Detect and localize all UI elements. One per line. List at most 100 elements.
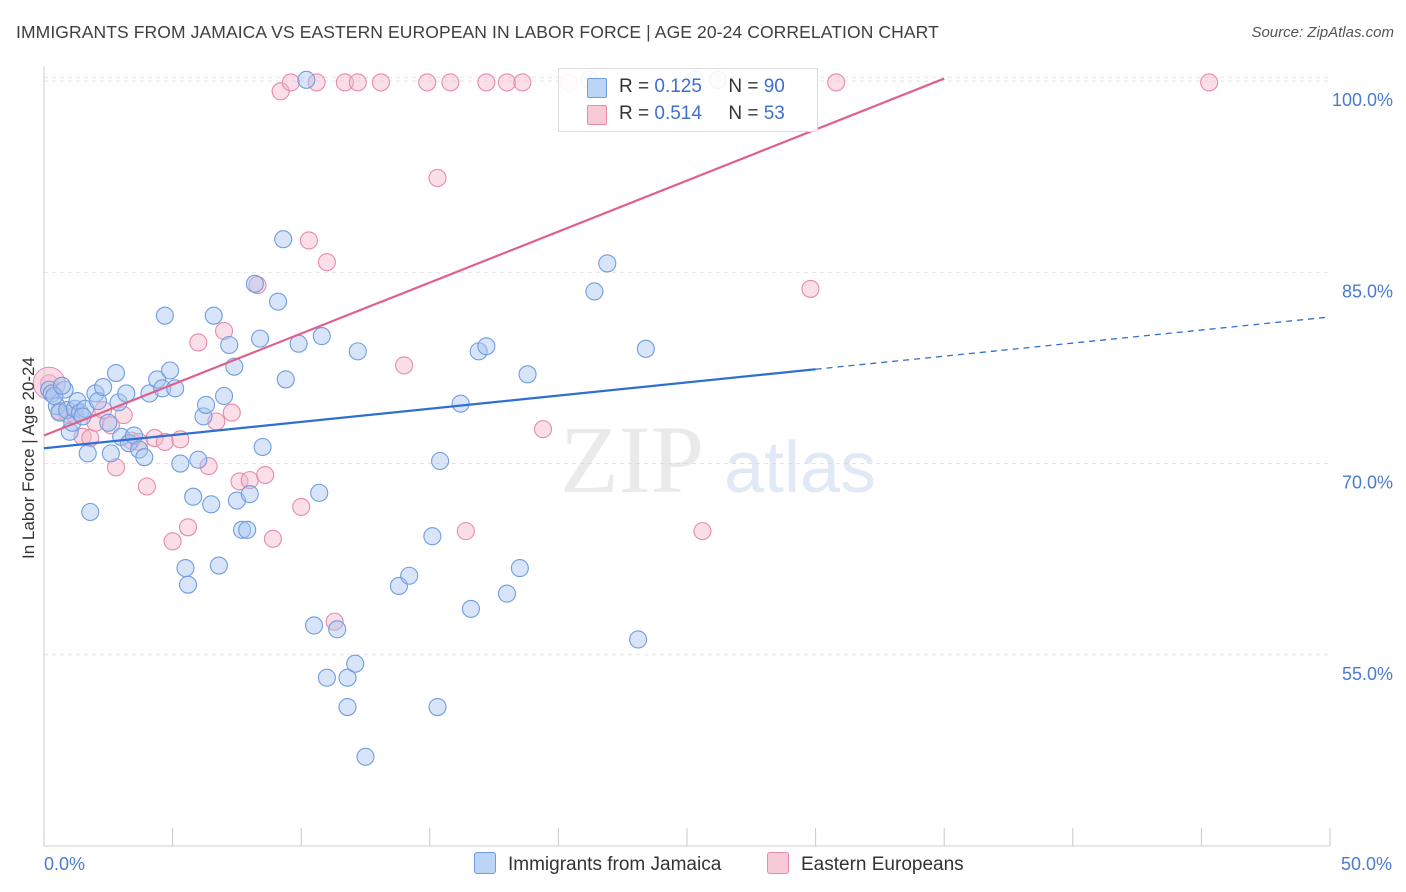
point-jamaica	[310, 483, 329, 502]
point-jamaica	[585, 282, 604, 301]
point-jamaica	[276, 370, 295, 389]
point-jamaica	[101, 444, 120, 463]
point-eastern-europeans	[1200, 73, 1219, 92]
point-eastern-europeans	[178, 518, 198, 537]
point-eastern-europeans	[155, 432, 174, 451]
watermark-atlas: atlas	[724, 428, 876, 508]
point-eastern-europeans	[441, 73, 460, 92]
point-jamaica	[135, 448, 154, 467]
point-jamaica	[81, 502, 100, 522]
point-eastern-europeans	[317, 253, 336, 272]
bottom-legend-label-eastern: Eastern Europeans	[801, 854, 964, 875]
point-eastern-europeans	[292, 497, 311, 516]
x-tick-label-min: 0.0%	[44, 854, 85, 874]
point-eastern-europeans	[477, 73, 496, 92]
point-eastern-europeans	[395, 356, 414, 375]
point-jamaica	[189, 450, 208, 469]
point-jamaica	[510, 559, 529, 578]
point-jamaica	[312, 327, 331, 346]
point-jamaica	[451, 394, 470, 413]
point-jamaica	[45, 386, 64, 406]
point-jamaica	[461, 599, 481, 618]
point-jamaica	[78, 444, 97, 463]
point-jamaica	[204, 306, 223, 325]
y-axis-label: In Labor Force | Age 20-24	[19, 357, 38, 559]
point-eastern-europeans	[497, 73, 517, 92]
point-jamaica	[99, 413, 118, 432]
point-eastern-europeans	[263, 529, 282, 548]
point-eastern-europeans	[281, 73, 300, 92]
point-eastern-europeans	[533, 420, 553, 439]
legend-r-label: R =	[619, 103, 650, 124]
point-eastern-europeans	[163, 532, 182, 551]
point-jamaica	[106, 364, 126, 383]
point-jamaica	[202, 495, 221, 514]
point-jamaica	[423, 527, 442, 546]
point-jamaica	[253, 437, 272, 457]
point-eastern-europeans	[189, 333, 208, 352]
point-jamaica	[232, 520, 252, 539]
point-jamaica	[598, 254, 617, 273]
point-eastern-europeans	[371, 73, 390, 92]
point-jamaica	[305, 616, 324, 635]
point-jamaica	[52, 376, 72, 395]
point-jamaica	[428, 697, 447, 717]
legend-n-label: N =	[728, 76, 759, 97]
legend-n-value-jamaica: 90	[763, 76, 785, 97]
legend-r-value-eastern: 0.514	[654, 103, 702, 124]
legend-r-label: R =	[619, 76, 650, 97]
point-jamaica	[338, 697, 357, 717]
legend-swatch-pink	[587, 105, 607, 125]
bottom-legend-swatch-pink	[767, 852, 789, 874]
point-jamaica	[328, 620, 347, 639]
point-jamaica	[214, 386, 234, 406]
point-eastern-europeans	[827, 73, 846, 92]
point-eastern-europeans	[456, 522, 475, 541]
point-jamaica	[356, 747, 375, 766]
point-jamaica	[240, 485, 259, 504]
bottom-legend-jamaica: Immigrants from Jamaica	[474, 852, 721, 876]
series-eastern-europeans-points	[32, 73, 1219, 631]
point-jamaica	[88, 392, 108, 411]
y-tick-labels: 55.0% 70.0% 85.0% 100.0%	[1332, 90, 1393, 684]
y-tick-label-55: 55.0%	[1342, 664, 1393, 684]
point-jamaica	[274, 230, 293, 249]
trend-lines	[43, 77, 1331, 450]
y-tick-label-100: 100.0%	[1332, 90, 1393, 110]
point-eastern-europeans	[271, 82, 290, 101]
point-eastern-europeans	[199, 457, 218, 476]
point-jamaica	[94, 378, 113, 397]
source-label: Source: ZipAtlas.com	[1251, 24, 1394, 41]
point-jamaica	[636, 339, 655, 358]
trend-line-jamaica	[43, 368, 816, 450]
point-jamaica	[155, 306, 174, 325]
legend-swatch-blue	[587, 78, 607, 98]
point-eastern-europeans	[137, 477, 156, 496]
point-eastern-europeans	[801, 279, 820, 298]
legend-n-label: N =	[728, 103, 759, 124]
chart-title: IMMIGRANTS FROM JAMAICA VS EASTERN EUROP…	[16, 22, 939, 42]
point-jamaica	[184, 487, 203, 506]
point-jamaica	[477, 337, 496, 356]
point-eastern-europeans	[222, 403, 241, 422]
point-jamaica	[400, 566, 419, 585]
point-jamaica	[431, 451, 450, 471]
point-jamaica	[209, 556, 228, 575]
point-jamaica	[238, 520, 257, 539]
trend-line-jamaica-extension	[815, 316, 1331, 370]
point-jamaica	[196, 395, 216, 414]
point-jamaica	[160, 361, 180, 380]
legend-n-value-eastern: 53	[763, 103, 785, 124]
point-eastern-europeans	[418, 73, 437, 92]
x-tick-label-max: 50.0%	[1341, 854, 1392, 874]
bottom-legend-swatch-blue	[474, 852, 496, 874]
bottom-legend-eastern: Eastern Europeans	[767, 852, 964, 876]
axes	[43, 66, 1331, 847]
y-tick-label-85: 85.0%	[1342, 281, 1393, 301]
point-eastern-europeans	[299, 231, 318, 250]
bottom-legend-label-jamaica: Immigrants from Jamaica	[508, 854, 722, 875]
point-jamaica	[317, 668, 336, 687]
point-jamaica	[171, 454, 190, 473]
stats-legend: R = 0.125 N = 90 R = 0.514 N = 53	[558, 68, 818, 132]
